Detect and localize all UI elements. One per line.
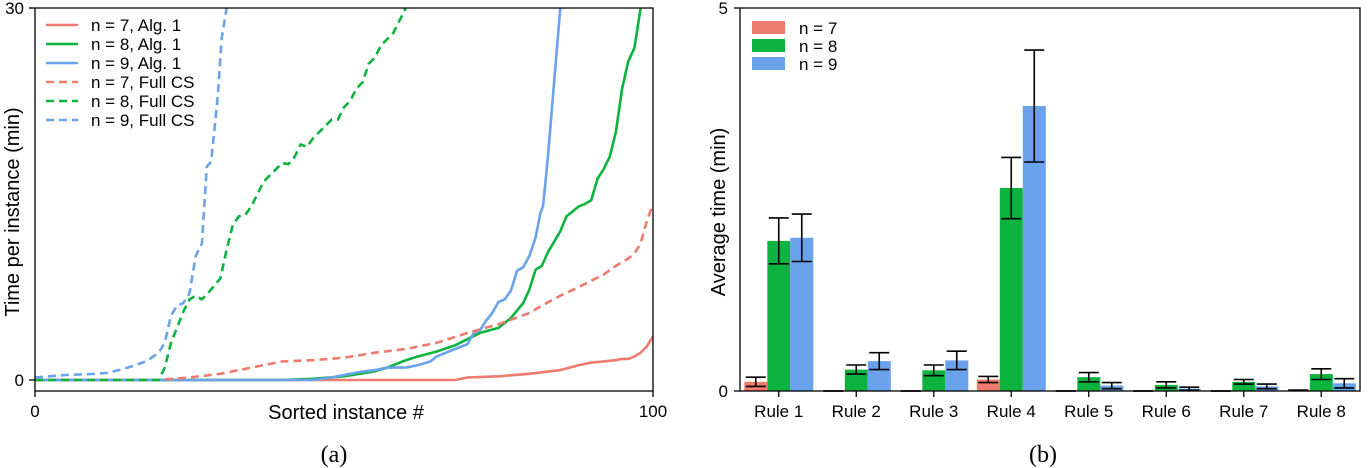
bar-3-2: [1022, 106, 1046, 391]
y-tick-label-0: 0: [15, 371, 24, 390]
line-series-group: [34, 7, 655, 382]
line-series-3: [35, 203, 655, 382]
line-series-2: [35, 7, 562, 382]
legend-swatch-n7: [752, 21, 785, 34]
bar-6-1: [1232, 381, 1256, 391]
x-tick-label-7: Rule 8: [1297, 402, 1346, 421]
x-tick-label-0: 0: [30, 402, 39, 421]
plot-a-frame: [34, 7, 654, 392]
bar-4-1: [1077, 377, 1101, 391]
line-chart-a: 0 30 0 100 Sorted instance # Time per in…: [2, 0, 667, 468]
bar-1-2: [867, 361, 891, 391]
y-tick-label-5: 5: [719, 0, 728, 18]
bar-3-1: [999, 188, 1023, 391]
bar-7-1: [1309, 374, 1333, 391]
x-tick-label-5: Rule 6: [1142, 402, 1191, 421]
legend-label-n8-alg1: n = 8, Alg. 1: [91, 35, 181, 54]
line-series-1: [35, 7, 642, 382]
line-series-0: [35, 335, 655, 382]
legend-label-n9-fullcs: n = 9, Full CS: [91, 111, 194, 130]
legend-swatch-n9: [752, 57, 785, 70]
legend-label-n9-alg1: n = 9, Alg. 1: [91, 54, 181, 73]
category-tick-labels: Rule 1 Rule 2 Rule 3 Rule 4 Rule 5 Rule 6 Rule…: [754, 391, 1346, 421]
legend-swatch-n8: [752, 39, 785, 52]
plot-b-frame: [739, 7, 1361, 392]
x-tick-label-0: Rule 1: [754, 402, 803, 421]
y-tick-label-30: 30: [5, 0, 24, 18]
legend-label-n7-fullcs: n = 7, Full CS: [91, 73, 194, 92]
legend-b: n = 7 n = 8 n = 9: [752, 19, 837, 74]
bar-3-0: [976, 379, 1000, 391]
legend-label-n8: n = 8: [799, 37, 837, 56]
legend-label-n9: n = 9: [799, 55, 837, 74]
bar-0-2: [790, 237, 814, 391]
x-tick-label-100: 100: [639, 402, 667, 421]
caption-a: (a): [321, 442, 348, 468]
y-axis-label: Time per instance (min): [2, 107, 24, 316]
y-axis-label: Average time (min): [708, 128, 730, 297]
legend-label-n8-fullcs: n = 8, Full CS: [91, 92, 194, 111]
x-tick-label-4: Rule 5: [1064, 402, 1113, 421]
x-tick-label-3: Rule 4: [987, 402, 1036, 421]
line-series-5: [34, 7, 228, 379]
bar-2-2: [945, 360, 969, 391]
bar-series-group: [744, 49, 1356, 392]
bar-chart-b: 0 5 Rule 1 Rule 2 Rule 3 Rule 4 Rule 5 Rule 6…: [708, 0, 1361, 468]
y-tick-label-0: 0: [719, 382, 728, 401]
x-tick-label-1: Rule 2: [832, 402, 881, 421]
legend-a: n = 7, Alg. 1 n = 8, Alg. 1 n = 9, Alg. …: [46, 16, 194, 130]
x-tick-label-2: Rule 3: [909, 402, 958, 421]
bar-1-1: [844, 369, 868, 391]
legend-label-n7-alg1: n = 7, Alg. 1: [91, 16, 181, 35]
x-axis-label: Sorted instance #: [268, 402, 425, 424]
bar-0-1: [767, 240, 791, 391]
caption-b: (b): [1029, 442, 1057, 468]
x-tick-label-6: Rule 7: [1219, 402, 1268, 421]
legend-label-n7: n = 7: [799, 19, 837, 38]
